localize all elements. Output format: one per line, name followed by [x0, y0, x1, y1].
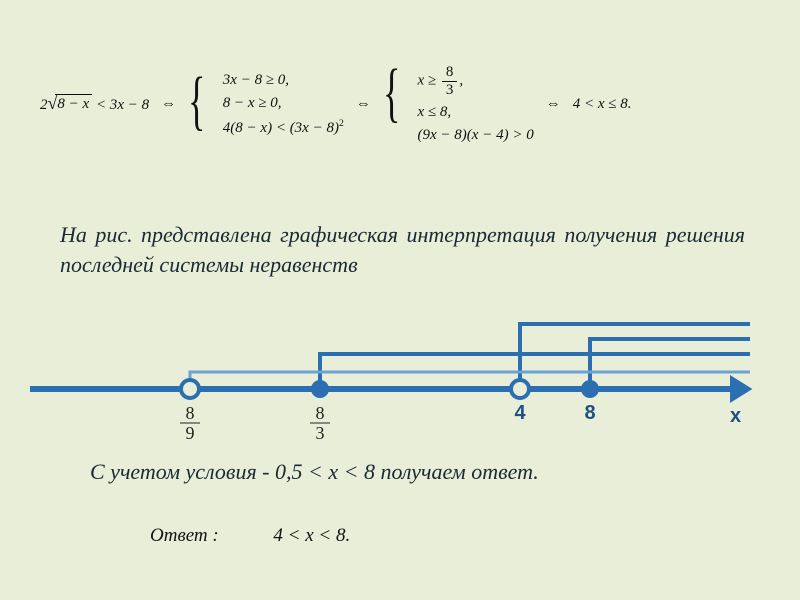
math-lhs: 2√8 − x < 3x − 8: [40, 94, 149, 114]
system-1: { 3x − 8 ≥ 0, 8 − x ≥ 0, 4(8 − x) < (3x …: [188, 68, 344, 141]
sys2-line3: (9x − 8)(x − 4) > 0: [418, 127, 534, 144]
sys2-line2: x ≤ 8,: [418, 104, 534, 121]
answer-value: 4 < x < 8.: [273, 525, 350, 546]
paragraph-figure-caption: На рис. представлена графическая интерпр…: [60, 220, 745, 279]
svg-text:8: 8: [584, 402, 595, 424]
sys1-line3: 4(8 − x) < (3x − 8)2: [223, 118, 344, 137]
sys1-line1: 3x − 8 ≥ 0,: [223, 72, 344, 89]
svg-text:8: 8: [186, 403, 195, 423]
answer-row: Ответ : 4 < x < 8.: [150, 525, 350, 547]
math-final: 4 < x ≤ 8.: [573, 96, 632, 113]
svg-text:8: 8: [316, 403, 325, 423]
system-2: { x ≥ 83, x ≤ 8, (9x − 8)(x − 4) > 0: [383, 60, 534, 148]
svg-text:x: x: [730, 405, 741, 427]
equiv-arrow: ⇔: [356, 96, 371, 113]
sys1-line2: 8 − x ≥ 0,: [223, 95, 344, 112]
sys2-line1: x ≥ 83,: [418, 64, 534, 98]
svg-text:3: 3: [316, 423, 325, 443]
equiv-arrow: ⇔: [161, 96, 176, 113]
math-derivation: 2√8 − x < 3x − 8 ⇔ { 3x − 8 ≥ 0, 8 − x ≥…: [40, 60, 770, 148]
svg-text:4: 4: [514, 402, 526, 424]
number-line-diagram: 898348x: [30, 294, 760, 444]
answer-label: Ответ :: [150, 525, 219, 546]
svg-text:9: 9: [186, 423, 195, 443]
paragraph-condition: С учетом условия - 0,5 < x < 8 получаем …: [90, 457, 740, 487]
equiv-arrow: ⇔: [546, 96, 561, 113]
